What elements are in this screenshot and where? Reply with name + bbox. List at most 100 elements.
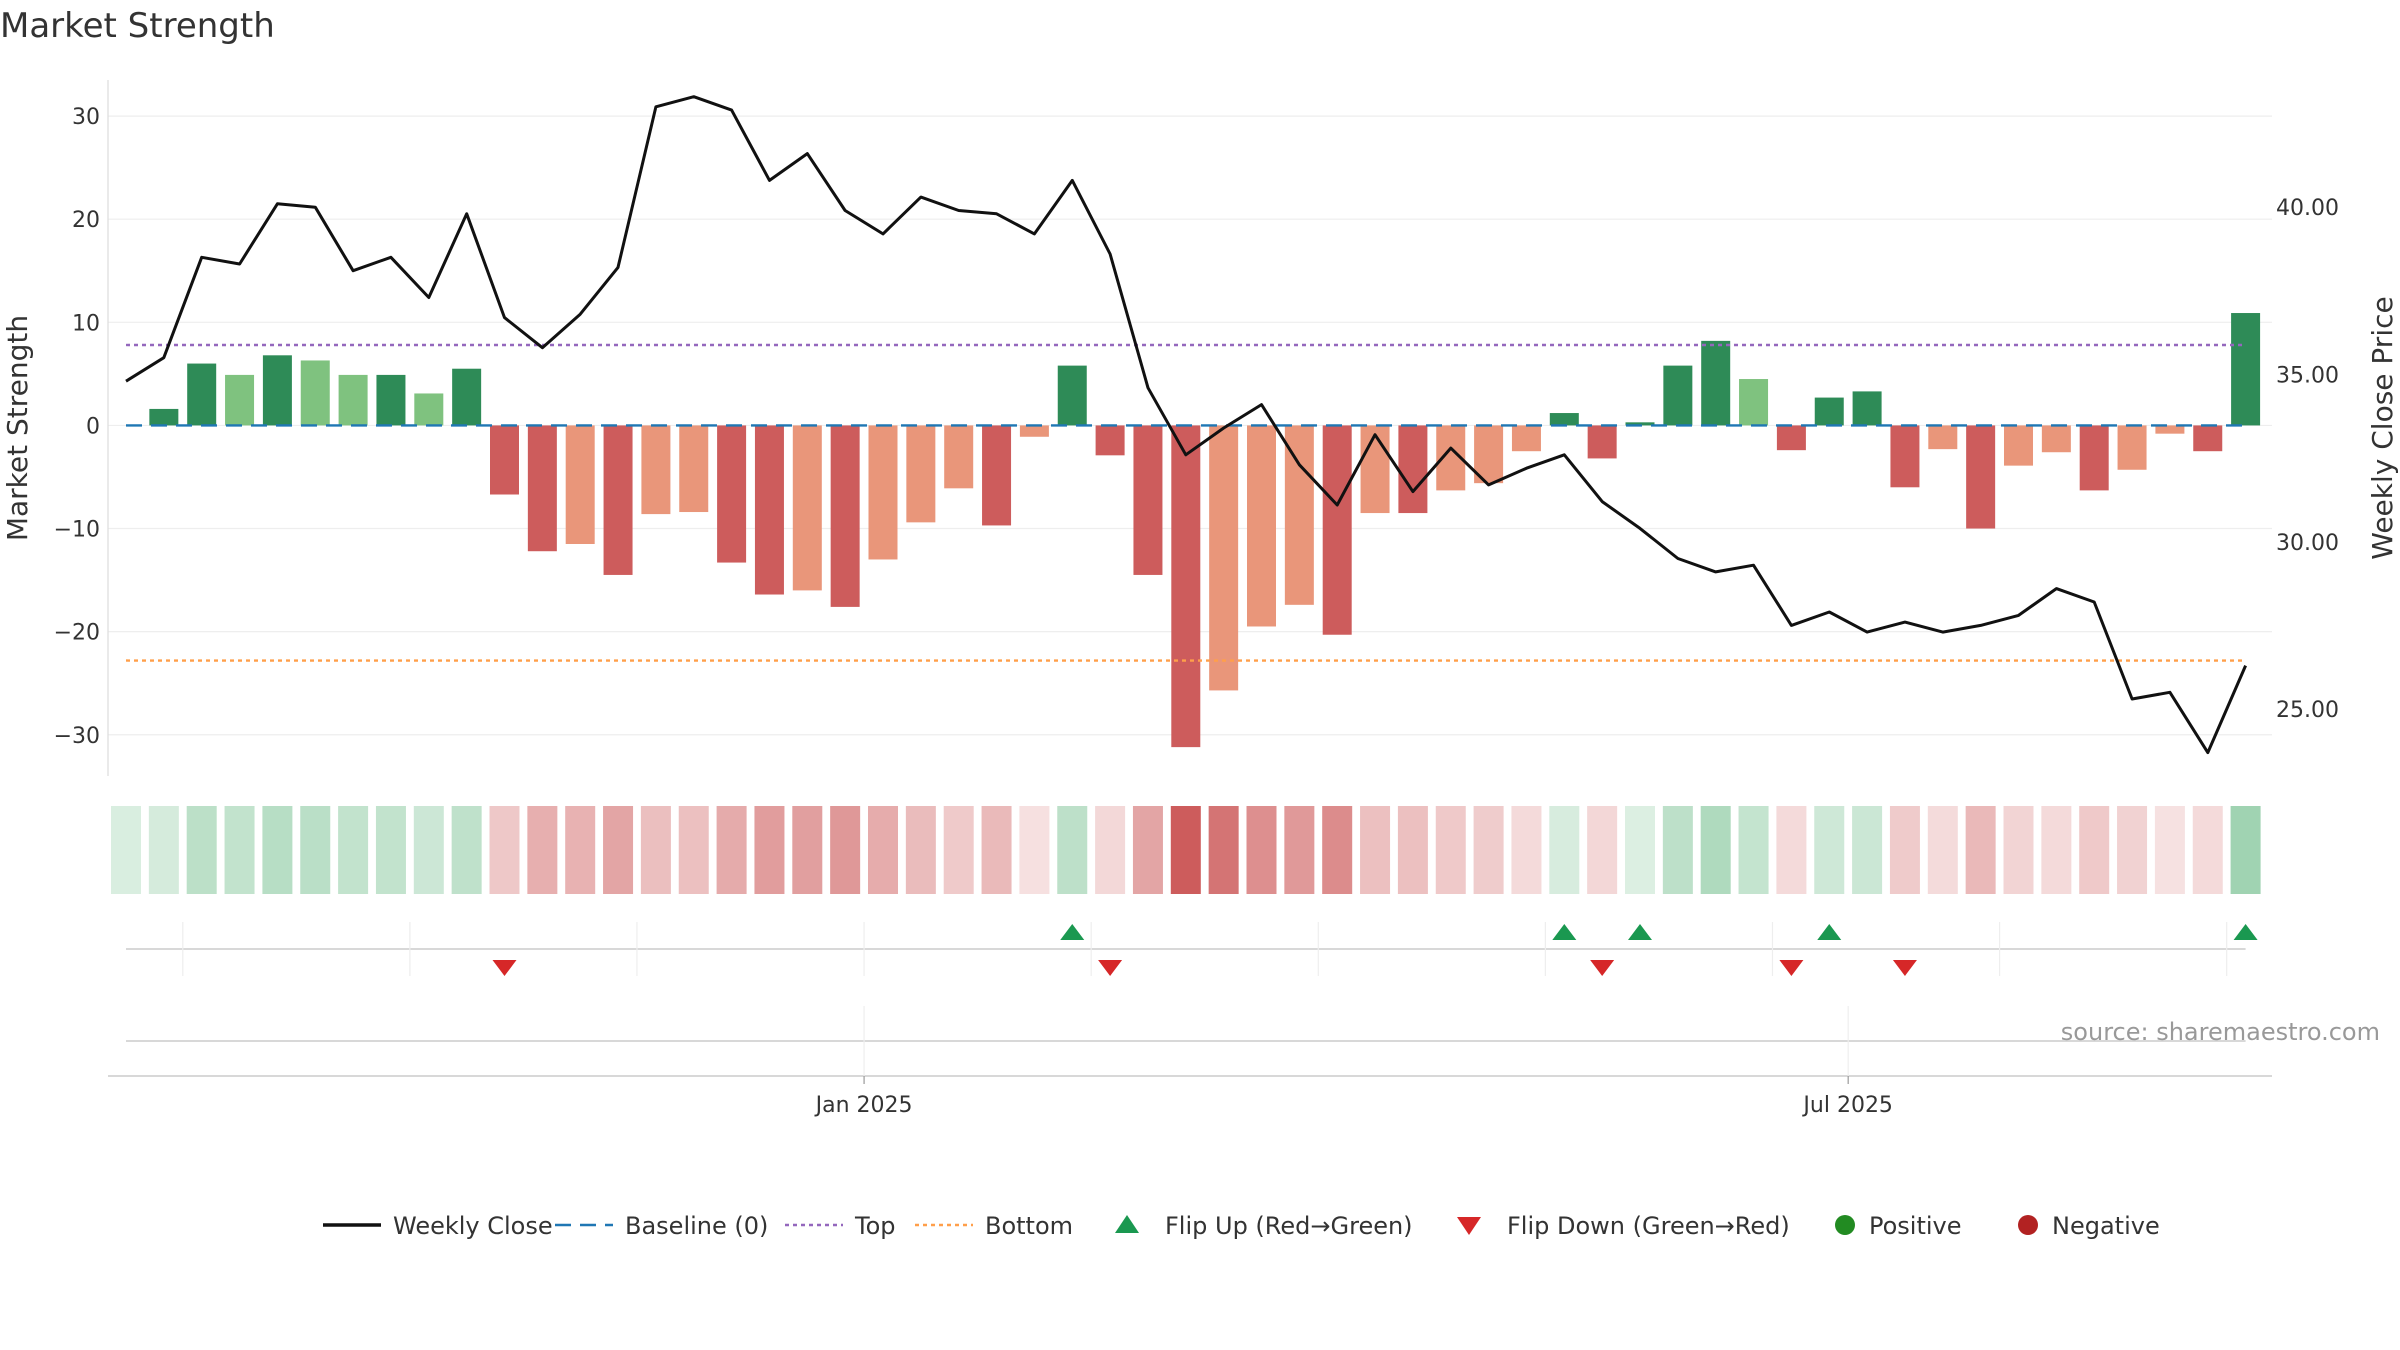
flip-down-marker bbox=[1098, 960, 1123, 976]
strength-bar bbox=[262, 355, 292, 426]
heat-cell bbox=[1814, 806, 1845, 894]
strength-bar bbox=[1095, 425, 1125, 456]
legend-item: Bottom bbox=[915, 1212, 1073, 1240]
heat-cell bbox=[338, 806, 369, 894]
heat-cell bbox=[1738, 806, 1769, 894]
y-right-tick-label: 40.00 bbox=[2276, 196, 2339, 221]
strength-bar bbox=[792, 425, 822, 591]
strength-bar bbox=[2193, 425, 2223, 452]
flip-up-marker bbox=[1817, 924, 1842, 940]
strength-bar bbox=[2155, 425, 2185, 434]
flip-up-marker bbox=[1628, 924, 1652, 940]
heat-cell bbox=[413, 806, 444, 894]
heat-cell bbox=[2230, 806, 2261, 894]
strength-bar bbox=[944, 425, 974, 489]
strength-bar bbox=[1776, 425, 1806, 451]
heat-cell bbox=[1852, 806, 1883, 894]
strength-bar bbox=[452, 368, 482, 426]
strength-bar bbox=[1284, 425, 1314, 605]
legend-label: Flip Up (Red→Green) bbox=[1165, 1212, 1413, 1240]
y-left-tick-label: −20 bbox=[54, 621, 100, 646]
y-left-tick-label: 10 bbox=[72, 311, 100, 336]
heat-cell bbox=[451, 806, 482, 894]
strength-bar bbox=[1209, 425, 1239, 691]
flip-up-marker bbox=[1060, 924, 1085, 940]
heat-cell bbox=[1397, 806, 1428, 894]
strength-bar bbox=[1057, 365, 1087, 426]
strength-bar bbox=[2117, 425, 2147, 470]
flip-up-marker bbox=[2233, 924, 2258, 940]
strength-bar bbox=[1360, 425, 1390, 514]
strength-bar bbox=[1739, 379, 1769, 426]
heat-cell bbox=[527, 806, 558, 894]
heat-cell bbox=[1549, 806, 1580, 894]
x-axis: Jan 2025 Jul 2025 bbox=[814, 1006, 1893, 1118]
heat-cell bbox=[1132, 806, 1163, 894]
heat-cell bbox=[1700, 806, 1731, 894]
legend-item: Weekly Close bbox=[323, 1212, 553, 1240]
strength-bar bbox=[490, 425, 519, 495]
strength-bar bbox=[565, 425, 595, 544]
y-left-tick-label: 20 bbox=[72, 208, 100, 233]
heat-cell bbox=[262, 806, 293, 894]
legend-label: Top bbox=[854, 1212, 896, 1240]
legend-label: Flip Down (Green→Red) bbox=[1507, 1212, 1790, 1240]
heat-cell bbox=[1284, 806, 1315, 894]
heat-cell bbox=[300, 806, 331, 894]
heat-cell bbox=[111, 806, 141, 894]
heat-cell bbox=[830, 806, 861, 894]
heat-cell bbox=[1473, 806, 1504, 894]
heat-cell bbox=[1511, 806, 1542, 894]
strength-bar bbox=[1928, 425, 1958, 450]
strength-bar bbox=[2079, 425, 2109, 491]
x-tick-label: Jul 2025 bbox=[1801, 1093, 1893, 1118]
heat-cell bbox=[2154, 806, 2185, 894]
y-left-tick-label: 30 bbox=[72, 105, 100, 130]
legend-label: Positive bbox=[1869, 1212, 1962, 1240]
flip-markers-panel bbox=[126, 922, 2258, 976]
heat-cell bbox=[1776, 806, 1807, 894]
heat-cell bbox=[792, 806, 823, 894]
bottom-panel bbox=[108, 1040, 2272, 1077]
strength-bar bbox=[2231, 313, 2261, 426]
strength-bar bbox=[1701, 340, 1731, 426]
strength-bar bbox=[641, 425, 671, 515]
legend-label: Negative bbox=[2052, 1212, 2160, 1240]
strength-bar bbox=[603, 425, 633, 575]
heat-cell bbox=[754, 806, 785, 894]
strength-bar bbox=[225, 374, 255, 426]
strength-bar bbox=[754, 425, 784, 595]
weekly-close-line bbox=[125, 95, 2247, 755]
heat-cell bbox=[640, 806, 671, 894]
y-right-tick-label: 35.00 bbox=[2276, 363, 2339, 388]
legend-label: Baseline (0) bbox=[625, 1212, 768, 1240]
strength-bar bbox=[1852, 391, 1882, 426]
heat-cell bbox=[1095, 806, 1126, 894]
legend-label: Bottom bbox=[985, 1212, 1073, 1240]
heat-cell bbox=[943, 806, 974, 894]
strength-bar bbox=[830, 425, 860, 607]
heat-cell bbox=[224, 806, 255, 894]
heat-cell bbox=[2117, 806, 2148, 894]
strength-bar bbox=[1966, 425, 1996, 529]
legend-marker-swatch bbox=[1835, 1215, 1855, 1235]
flip-down-marker bbox=[1892, 960, 1917, 976]
y-left-tick-label: −10 bbox=[54, 518, 100, 543]
heat-cell bbox=[148, 806, 179, 894]
legend-item: Flip Down (Green→Red) bbox=[1457, 1212, 1790, 1240]
flip-down-marker bbox=[492, 960, 517, 976]
strength-bar bbox=[414, 393, 444, 426]
y-left-tick-label: −30 bbox=[54, 724, 100, 749]
heat-cell bbox=[905, 806, 936, 894]
strength-bar bbox=[868, 425, 898, 560]
strength-bar bbox=[717, 425, 747, 563]
chart-title: Market Strength bbox=[0, 6, 275, 46]
y-right-axis-title: Weekly Close Price bbox=[2366, 296, 2399, 559]
strength-bar bbox=[1511, 425, 1541, 452]
heat-cell bbox=[1360, 806, 1391, 894]
strength-heat-strip bbox=[111, 806, 2261, 894]
flip-down-marker bbox=[1590, 960, 1615, 976]
strength-bar bbox=[1019, 425, 1049, 437]
strength-bar bbox=[906, 425, 936, 523]
heat-cell bbox=[565, 806, 596, 894]
